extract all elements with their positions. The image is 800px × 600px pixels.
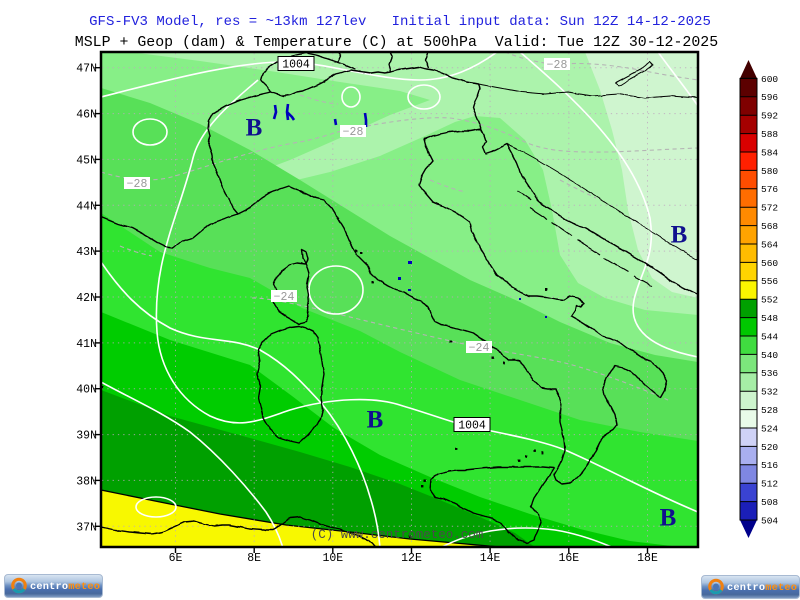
svg-text:576: 576 — [761, 184, 778, 195]
svg-text:600: 600 — [761, 74, 778, 85]
svg-text:536: 536 — [761, 368, 778, 379]
svg-text:1004: 1004 — [282, 59, 310, 72]
svg-text:8E: 8E — [247, 552, 261, 565]
svg-text:−24: −24 — [274, 291, 295, 304]
svg-text:552: 552 — [761, 295, 778, 306]
svg-text:43N: 43N — [76, 246, 97, 259]
svg-text:596: 596 — [761, 92, 778, 103]
svg-text:528: 528 — [761, 405, 778, 416]
svg-text:45N: 45N — [76, 154, 97, 167]
svg-text:12E: 12E — [401, 552, 422, 565]
svg-text:508: 508 — [761, 497, 778, 508]
svg-text:580: 580 — [761, 166, 778, 177]
svg-text:38N: 38N — [76, 475, 97, 488]
svg-text:MSLP + Geop (dam) & Temperatur: MSLP + Geop (dam) & Temperature (C) at 5… — [75, 35, 718, 51]
svg-text:544: 544 — [761, 331, 778, 342]
svg-text:520: 520 — [761, 442, 778, 453]
svg-text:532: 532 — [761, 387, 778, 398]
svg-text:540: 540 — [761, 350, 778, 361]
svg-text:−28: −28 — [127, 178, 148, 191]
svg-text:B: B — [367, 407, 384, 434]
svg-text:B: B — [246, 115, 263, 142]
svg-text:10E: 10E — [322, 552, 343, 565]
svg-text:centrometeo: centrometeo — [30, 581, 100, 593]
svg-text:6E: 6E — [169, 552, 183, 565]
svg-text:1004: 1004 — [458, 420, 486, 433]
svg-text:GFS-FV3 Model, res = ~13km 127: GFS-FV3 Model, res = ~13km 127lev Initia… — [89, 14, 711, 30]
svg-text:592: 592 — [761, 111, 778, 122]
svg-text:556: 556 — [761, 276, 778, 287]
svg-text:centrometeo: centrometeo — [727, 582, 797, 594]
svg-text:46N: 46N — [76, 109, 97, 122]
svg-text:516: 516 — [761, 460, 778, 471]
svg-text:572: 572 — [761, 203, 778, 214]
svg-text:564: 564 — [761, 239, 778, 250]
svg-text:584: 584 — [761, 147, 778, 158]
svg-text:(C) www.centrometeo.com: (C) www.centrometeo.com — [311, 528, 484, 542]
svg-text:−28: −28 — [343, 126, 364, 139]
svg-text:39N: 39N — [76, 430, 97, 443]
svg-text:568: 568 — [761, 221, 778, 232]
svg-text:47N: 47N — [76, 63, 97, 76]
svg-text:44N: 44N — [76, 200, 97, 213]
svg-text:−24: −24 — [469, 342, 490, 355]
svg-text:37N: 37N — [76, 521, 97, 534]
svg-text:14E: 14E — [480, 552, 501, 565]
svg-text:588: 588 — [761, 129, 778, 140]
svg-text:42N: 42N — [76, 292, 97, 305]
svg-text:B: B — [660, 505, 677, 532]
svg-text:560: 560 — [761, 258, 778, 269]
svg-text:548: 548 — [761, 313, 778, 324]
svg-text:504: 504 — [761, 515, 778, 526]
svg-text:18E: 18E — [637, 552, 658, 565]
svg-text:41N: 41N — [76, 338, 97, 351]
svg-text:524: 524 — [761, 423, 778, 434]
svg-text:16E: 16E — [558, 552, 579, 565]
svg-text:40N: 40N — [76, 384, 97, 397]
svg-text:B: B — [671, 222, 688, 249]
svg-text:−28: −28 — [547, 59, 568, 72]
svg-text:512: 512 — [761, 479, 778, 490]
